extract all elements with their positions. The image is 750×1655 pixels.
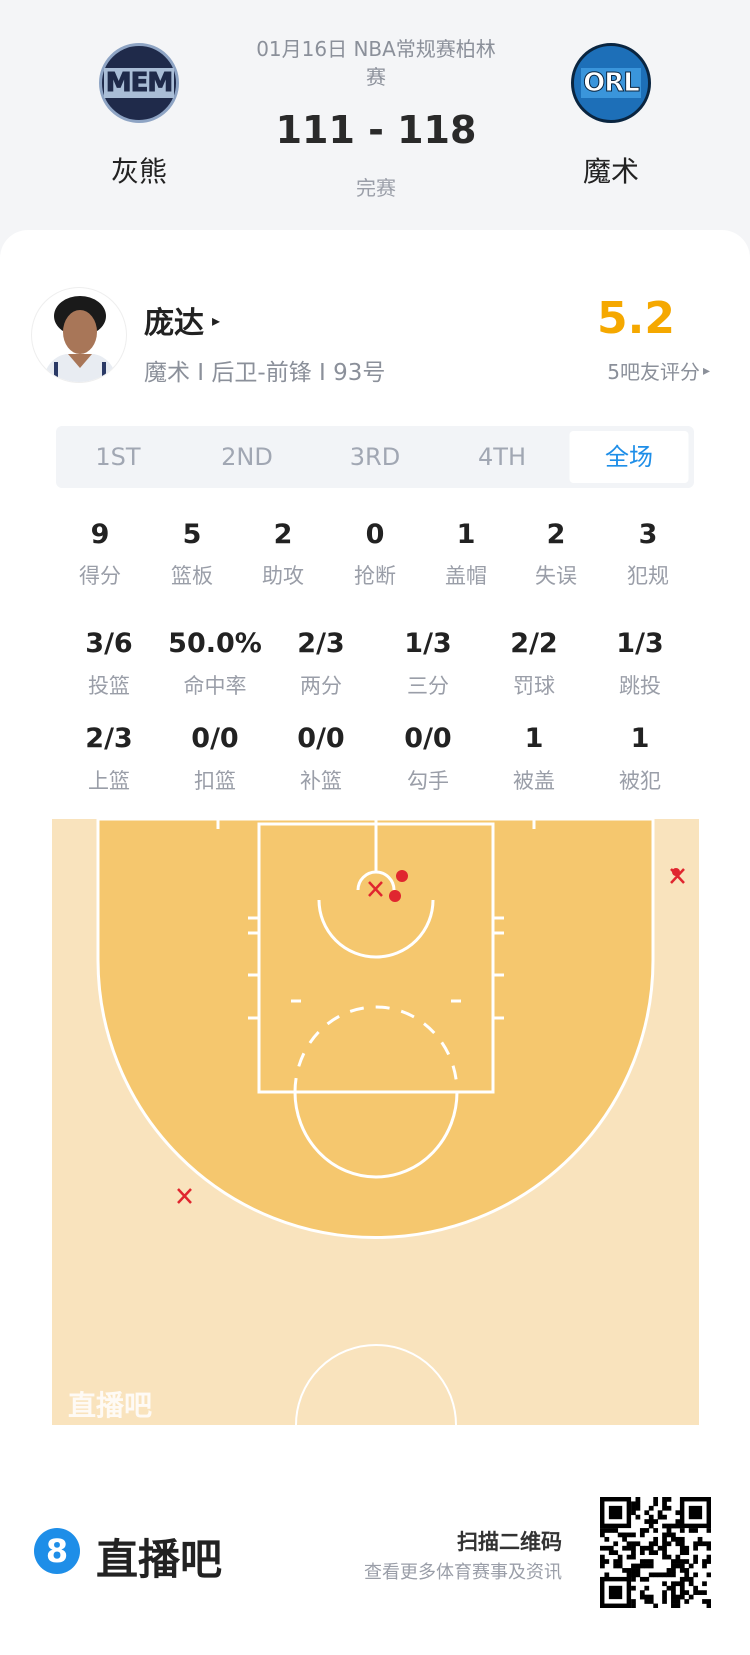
away-team-name: 魔术 — [582, 155, 640, 188]
stat-label: 扣篮 — [194, 769, 236, 793]
tab-2nd[interactable]: 2ND — [221, 443, 273, 471]
scan-title: 扫描二维码 — [457, 1530, 562, 1554]
stat-label: 犯规 — [627, 564, 669, 588]
chevron-right-icon: ▸ — [702, 362, 710, 379]
shot-miss — [177, 1188, 192, 1204]
stat-value: 5 — [182, 519, 202, 550]
stat-value: 1/3 — [616, 628, 664, 659]
shot-made — [396, 870, 408, 882]
player-name: 庞达 — [144, 306, 204, 341]
period-tabs: 1ST 2ND 3RD 4TH 全场 — [56, 426, 694, 488]
stat-label: 两分 — [300, 674, 342, 698]
stat-value: 3/6 — [85, 628, 133, 659]
stat-value: 1 — [524, 723, 544, 754]
match-title-line1: 01月16日 NBA常规赛柏林 — [256, 37, 496, 61]
stat-label: 助攻 — [262, 564, 304, 588]
stat-value: 1 — [456, 519, 476, 550]
stat-value: 2/3 — [85, 723, 133, 754]
stat-value: 0/0 — [191, 723, 239, 754]
shot-made — [389, 890, 401, 902]
stat-label: 补篮 — [300, 769, 342, 793]
stat-value: 1 — [630, 723, 650, 754]
stat-label: 罚球 — [513, 674, 555, 698]
tab-3rd[interactable]: 3RD — [349, 443, 401, 471]
stat-value: 0 — [365, 519, 385, 550]
score: 111 - 118 — [275, 108, 477, 152]
stat-label: 盖帽 — [445, 564, 487, 588]
stat-value: 3 — [638, 519, 658, 550]
stat-label: 失误 — [535, 564, 577, 588]
tab-full-game[interactable]: 全场 — [569, 431, 689, 483]
brand-logo-icon: 8 — [34, 1528, 80, 1574]
player-avatar[interactable] — [31, 287, 127, 383]
watermark-logo: 直播吧 — [68, 1389, 153, 1422]
three-point-area — [96, 817, 655, 1239]
stat-label: 被盖 — [513, 769, 555, 793]
game-status: 完赛 — [356, 176, 396, 200]
scan-subtitle: 查看更多体育赛事及资讯 — [364, 1562, 562, 1583]
stat-label: 被犯 — [619, 769, 661, 793]
rating-label: 5吧友评分 — [607, 360, 700, 384]
stat-value: 9 — [90, 519, 110, 550]
home-team-logo[interactable]: MEM — [99, 43, 179, 123]
stat-label: 投篮 — [88, 674, 130, 698]
brand-name: 直播吧 — [96, 1535, 223, 1584]
shot-miss — [670, 868, 685, 884]
home-team-name: 灰熊 — [110, 155, 168, 188]
chevron-right-icon: ▸ — [212, 310, 221, 330]
stat-value: 2/2 — [510, 628, 558, 659]
stat-label: 篮板 — [171, 564, 213, 588]
player-name-link[interactable]: 庞达 ▸ — [144, 298, 220, 342]
stat-value: 0/0 — [297, 723, 345, 754]
away-team-logo[interactable]: ORL — [571, 43, 651, 123]
stat-value: 50.0% — [168, 628, 262, 659]
tab-4th[interactable]: 4TH — [478, 443, 526, 471]
stat-value: 0/0 — [404, 723, 452, 754]
stat-label: 勾手 — [407, 769, 449, 793]
tab-1st[interactable]: 1ST — [95, 443, 141, 471]
stat-value: 2/3 — [297, 628, 345, 659]
stat-value: 2 — [546, 519, 566, 550]
stat-label: 抢断 — [354, 564, 396, 588]
player-info: 魔术 I 后卫-前锋 I 93号 — [144, 360, 386, 386]
stat-label: 命中率 — [183, 674, 247, 698]
qr-code-icon[interactable] — [600, 1497, 711, 1608]
rating-link[interactable]: 5吧友评分 ▸ — [607, 356, 710, 385]
stat-value: 2 — [273, 519, 293, 550]
stat-label: 得分 — [79, 564, 121, 588]
stat-value: 1/3 — [404, 628, 452, 659]
stat-label: 跳投 — [619, 674, 661, 698]
stat-label: 三分 — [407, 674, 449, 698]
shot-miss — [368, 881, 383, 897]
stat-label: 上篮 — [88, 769, 130, 793]
player-photo-icon — [42, 296, 118, 382]
court-lines — [216, 819, 536, 1426]
match-title-line2: 赛 — [366, 65, 386, 89]
player-rating: 5.2 — [597, 293, 675, 344]
